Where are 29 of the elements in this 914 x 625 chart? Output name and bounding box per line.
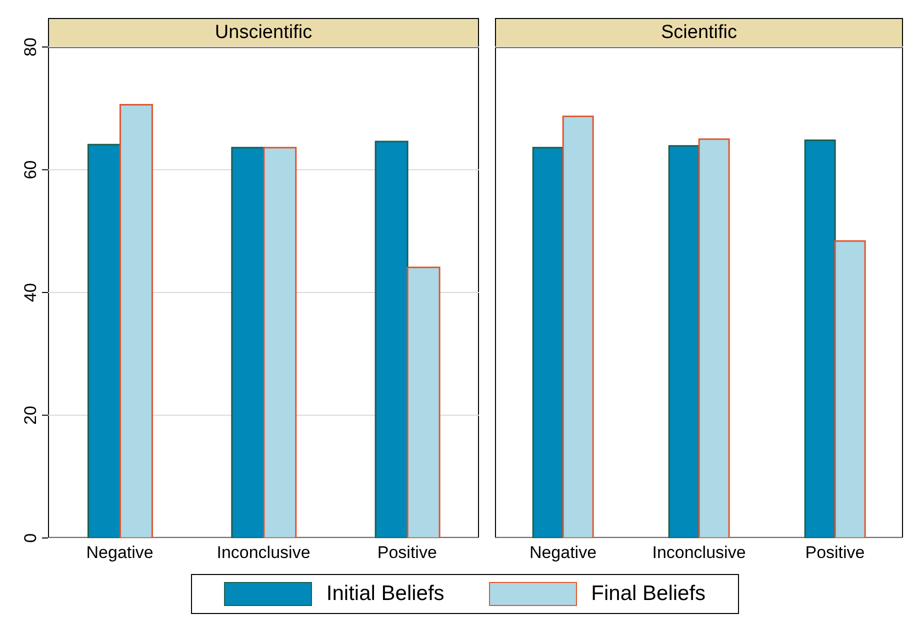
x-tick-label: Positive [377,543,437,562]
x-tick-label: Negative [529,543,597,562]
plot-frame: Unscientific [48,18,479,538]
x-tick-label: Inconclusive [216,543,310,562]
bar [562,116,594,538]
bar [231,146,265,538]
x-tick-label: Negative [86,543,154,562]
x-tick-label: Inconclusive [652,543,746,562]
bar [532,146,564,538]
y-tick-label: 40 [21,283,40,302]
y-tick-label: 80 [21,38,40,56]
bar [263,146,297,538]
bar [374,140,408,538]
y-tick-label: 20 [21,406,40,425]
y-tick-label: 0 [21,533,40,543]
x-tick-label: Positive [805,543,865,562]
legend-label: Final Beliefs [591,582,706,606]
bar [804,140,836,538]
bar [834,240,866,538]
bar [87,144,121,538]
chart-title: Unscientific [49,19,478,48]
bar [698,138,730,538]
y-tick-label: 60 [21,160,40,180]
bar [406,266,440,538]
bar [119,104,153,538]
legend-label: Initial Beliefs [326,582,444,606]
chart-title: Scientific [496,19,902,48]
bar [668,145,700,538]
plot-frame: Scientific [495,18,903,538]
